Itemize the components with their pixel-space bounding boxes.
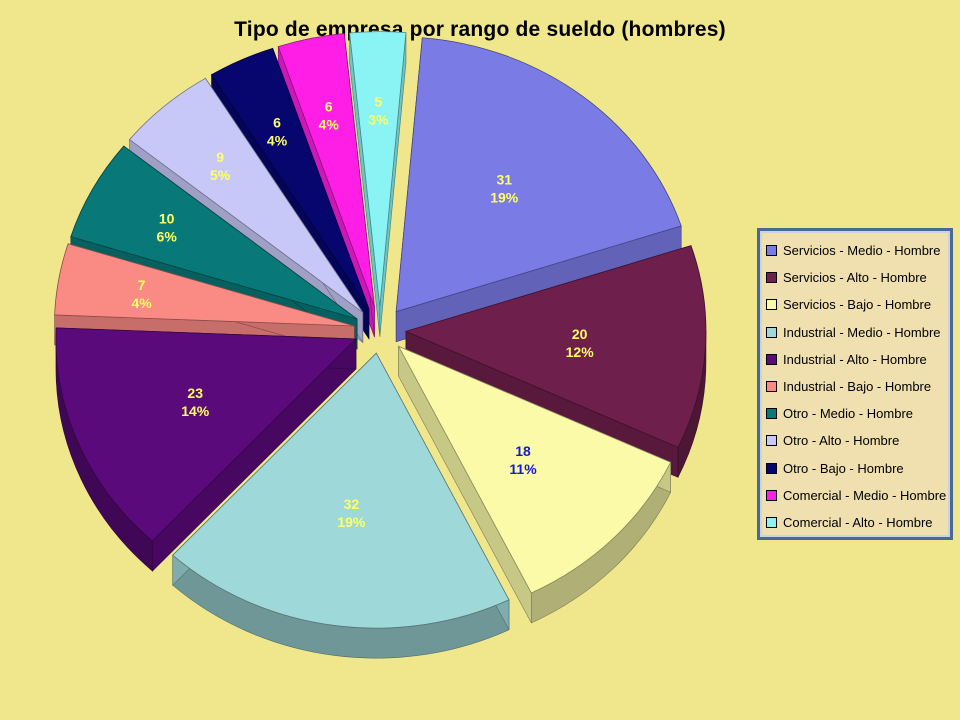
- legend-item: Otro - Bajo - Hombre: [766, 455, 950, 482]
- legend-label: Otro - Alto - Hombre: [783, 433, 900, 449]
- data-label-value: 10: [159, 210, 175, 226]
- legend-label: Comercial - Alto - Hombre: [783, 514, 933, 530]
- pie-slice: [128, 77, 364, 313]
- legend-swatch: [766, 245, 777, 257]
- legend-item: Comercial - Alto - Hombre: [766, 509, 950, 536]
- data-label-value: 9: [216, 149, 224, 165]
- pie-slice: [210, 47, 370, 310]
- legend: Servicios - Medio - Hombre Servicios - Al…: [757, 228, 953, 540]
- data-label-percent: 12%: [566, 344, 595, 360]
- legend-label: Industrial - Alto - Hombre: [783, 351, 927, 367]
- data-label-value: 32: [344, 496, 360, 512]
- legend-swatch: [766, 381, 777, 393]
- pie-slice: [349, 31, 407, 307]
- pie-tops: [54, 31, 707, 629]
- data-label-percent: 14%: [181, 403, 210, 419]
- legend-item: Industrial - Alto - Hombre: [766, 346, 950, 373]
- pie-slice-side: [349, 32, 407, 337]
- data-label-percent: 11%: [509, 461, 537, 477]
- data-label-percent: 4%: [131, 295, 152, 311]
- legend-swatch: [766, 489, 777, 501]
- pie-slice: [55, 327, 357, 542]
- pie-slice: [54, 243, 355, 327]
- legend-item: Industrial - Medio - Hombre: [766, 319, 950, 346]
- data-label-percent: 4%: [267, 133, 288, 149]
- legend-item: Comercial - Medio - Hombre: [766, 482, 950, 509]
- legend-label: Servicios - Alto - Hombre: [783, 270, 927, 286]
- legend-label: Otro - Medio - Hombre: [783, 406, 914, 422]
- data-label-percent: 6%: [157, 228, 178, 244]
- pie-slice: [277, 33, 375, 308]
- data-label-value: 23: [187, 385, 203, 401]
- data-label-value: 20: [572, 326, 588, 342]
- pie-slice: [70, 145, 358, 320]
- legend-swatch: [766, 435, 777, 447]
- legend-swatch: [766, 326, 777, 338]
- data-label-percent: 19%: [490, 190, 519, 206]
- legend-swatch: [766, 462, 777, 474]
- legend-item: Industrial - Bajo - Hombre: [766, 373, 950, 400]
- data-label-value: 6: [273, 115, 281, 131]
- pie-labels: 31 19% 20 12% 18 11% 32 19% 23 14% 7 4% 10 6% 9 5% 6 4% 6 4…: [131, 94, 594, 530]
- legend-item: Servicios - Medio - Hombre: [766, 237, 950, 264]
- pie-slice: [404, 245, 707, 448]
- legend-swatch: [766, 408, 777, 420]
- data-label-value: 18: [515, 443, 531, 459]
- legend-item: Otro - Alto - Hombre: [766, 427, 950, 454]
- legend-label: Industrial - Bajo - Hombre: [783, 379, 932, 395]
- legend-label: Industrial - Medio - Hombre: [783, 324, 941, 340]
- data-label-value: 31: [496, 172, 512, 188]
- legend-label: Comercial - Medio - Hombre: [783, 487, 947, 503]
- legend-label: Servicios - Medio - Hombre: [783, 243, 941, 259]
- data-label-percent: 4%: [319, 117, 340, 133]
- legend-item: Otro - Medio - Hombre: [766, 400, 950, 427]
- legend-label: Otro - Bajo - Hombre: [783, 460, 904, 476]
- pie-slice: [395, 37, 682, 313]
- data-label-value: 5: [374, 94, 382, 110]
- data-label-percent: 5%: [210, 167, 231, 183]
- data-label-value: 7: [138, 277, 146, 293]
- legend-swatch: [766, 516, 777, 528]
- data-label-value: 6: [325, 99, 333, 115]
- data-label-percent: 19%: [337, 514, 366, 530]
- legend-item: Servicios - Bajo - Hombre: [766, 291, 950, 318]
- pie-slice: [172, 352, 510, 629]
- legend-swatch: [766, 353, 777, 365]
- legend-item: Servicios - Alto - Hombre: [766, 264, 950, 291]
- legend-swatch: [766, 272, 777, 284]
- legend-label: Servicios - Bajo - Hombre: [783, 297, 932, 313]
- legend-swatch: [766, 299, 777, 311]
- pie-slice: [397, 345, 672, 594]
- data-label-percent: 3%: [368, 112, 389, 128]
